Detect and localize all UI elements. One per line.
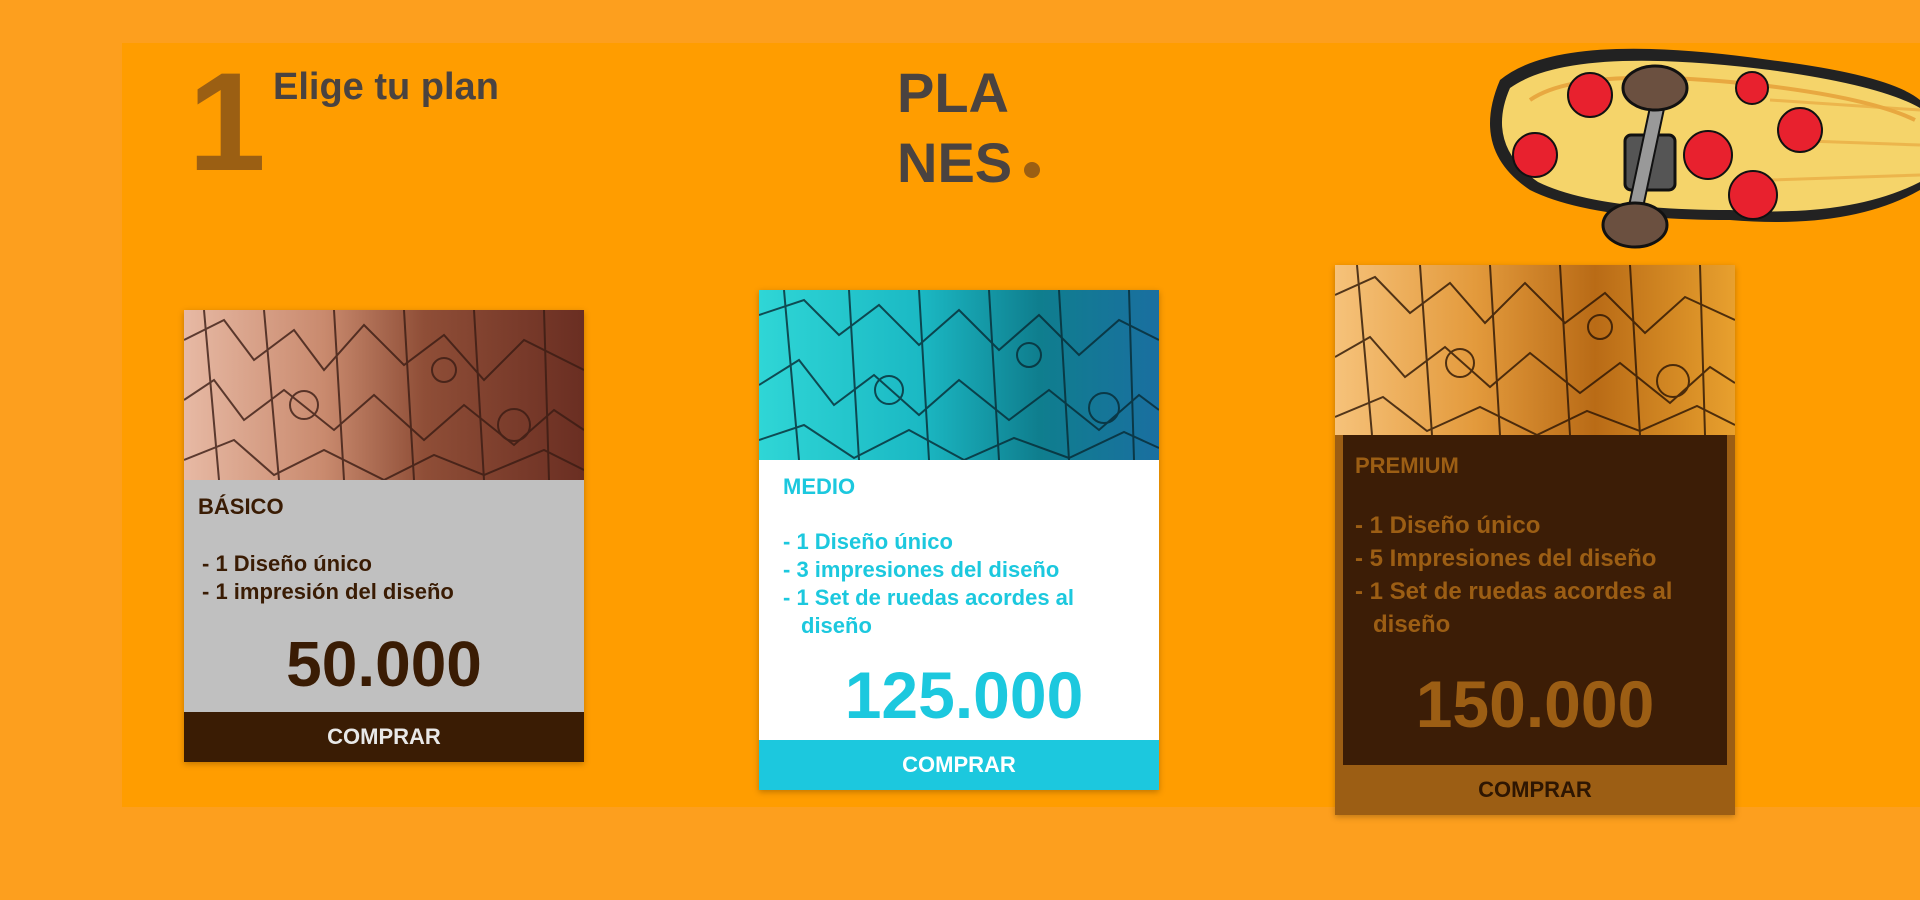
feature-item: - 1 Diseño único: [783, 529, 953, 554]
step-number: 1: [188, 43, 266, 200]
plan-card-premium: PREMIUM - 1 Diseño único - 5 Impresiones…: [1335, 265, 1735, 815]
plan-name: MEDIO: [783, 474, 856, 499]
buy-button-medio[interactable]: COMPRAR: [759, 740, 1159, 790]
title-line-2: NES: [897, 128, 1041, 198]
step-label: Elige tu plan: [273, 66, 499, 108]
feature-item: - 1 Diseño único: [1355, 512, 1541, 539]
title-line-2-text: NES: [897, 131, 1013, 194]
feature-item: - 3 impresiones del diseño: [783, 557, 1060, 582]
plan-price: 125.000: [844, 658, 1084, 732]
plan-name: BÁSICO: [198, 494, 284, 519]
plan-card-medio: MEDIO - 1 Diseño único - 3 impresiones d…: [759, 290, 1159, 790]
card-artwork-image: [759, 290, 1159, 460]
feature-list: - 1 Diseño único - 3 impresiones del dis…: [783, 528, 1145, 640]
feature-item: - 1 Set de ruedas acordes al diseño: [1355, 578, 1673, 638]
feature-item: - 1 impresión del diseño: [202, 579, 454, 604]
feature-item: - 1 Set de ruedas acordes al diseño: [783, 585, 1075, 638]
buy-button-premium[interactable]: COMPRAR: [1335, 765, 1735, 815]
feature-list: - 1 Diseño único - 5 Impresiones del dis…: [1355, 509, 1715, 641]
pizza-skateboard-illustration: [1490, 48, 1920, 249]
card-artwork-image: [184, 310, 584, 480]
card-body: PREMIUM - 1 Diseño único - 5 Impresiones…: [1343, 435, 1727, 737]
plan-price: 150.000: [1415, 667, 1655, 741]
buy-button-basico[interactable]: COMPRAR: [184, 712, 584, 762]
title-line-1: PLA: [897, 61, 1009, 124]
plan-name: PREMIUM: [1355, 453, 1459, 478]
title-dot: [1024, 162, 1041, 178]
plan-card-basico: BÁSICO - 1 Diseño único - 1 impresión de…: [184, 310, 584, 762]
feature-list: - 1 Diseño único - 1 impresión del diseñ…: [198, 550, 570, 606]
card-body: MEDIO - 1 Diseño único - 3 impresiones d…: [759, 460, 1159, 740]
card-artwork-image: [1335, 265, 1735, 435]
plan-price: 50.000: [286, 628, 482, 700]
page-title: PLA NES: [897, 58, 1041, 198]
feature-item: - 5 Impresiones del diseño: [1355, 545, 1657, 572]
card-inner-panel: PREMIUM - 1 Diseño único - 5 Impresiones…: [1343, 435, 1727, 765]
card-body: BÁSICO - 1 Diseño único - 1 impresión de…: [184, 480, 584, 712]
feature-item: - 1 Diseño único: [202, 551, 372, 576]
